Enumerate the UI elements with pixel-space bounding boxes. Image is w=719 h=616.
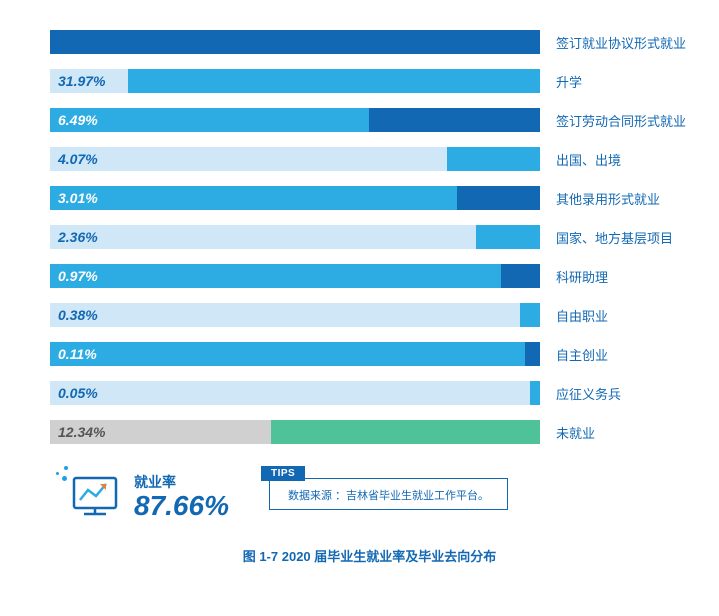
chart-row: 12.34% 未就业: [50, 420, 689, 444]
bar-fill: [447, 147, 540, 171]
category-label: 其他录用形式就业: [556, 189, 660, 208]
bar-percent-label: 6.49%: [58, 108, 98, 132]
chart-row: 4.07% 出国、出境: [50, 147, 689, 171]
bar-percent-label: 12.34%: [58, 420, 105, 444]
bar-container: 0.97%: [50, 264, 540, 288]
bar-background: [50, 225, 540, 249]
tips-box: TIPS 数据来源 ：吉林省毕业生就业工作平台。: [269, 478, 508, 510]
bar-background: [50, 303, 540, 327]
tips-text: 数据来源 ：吉林省毕业生就业工作平台。: [269, 478, 508, 510]
decorative-dots-icon: [56, 466, 68, 478]
bar-fill: [128, 69, 540, 93]
employment-distribution-chart: 38.26% 签订就业协议形式就业 31.97% 升学 6.49% 签订劳动合同形式就业 4…: [50, 30, 689, 444]
chart-row: 31.97% 升学: [50, 69, 689, 93]
tips-badge: TIPS: [261, 466, 305, 481]
bar-percent-label: 0.97%: [58, 264, 98, 288]
category-label: 国家、地方基层项目: [556, 228, 673, 247]
chart-row: 38.26% 签订就业协议形式就业: [50, 30, 689, 54]
chart-row: 3.01% 其他录用形式就业: [50, 186, 689, 210]
category-label: 签订就业协议形式就业: [556, 33, 686, 52]
employment-rate-block: 就业率 87.66%: [70, 472, 229, 520]
bar-fill: [530, 381, 540, 405]
bar-background: [50, 381, 540, 405]
bar-background: [50, 264, 540, 288]
category-label: 应征义务兵: [556, 384, 621, 403]
figure-caption: 图 1-7 2020 届毕业生就业率及毕业去向分布: [50, 546, 689, 565]
chart-row: 0.11% 自主创业: [50, 342, 689, 366]
bar-percent-label: 38.26%: [58, 30, 105, 54]
bar-container: 0.38%: [50, 303, 540, 327]
bar-fill: [520, 303, 540, 327]
bar-percent-label: 3.01%: [58, 186, 98, 210]
bar-container: 0.05%: [50, 381, 540, 405]
bar-fill: [501, 264, 540, 288]
bar-fill: [476, 225, 540, 249]
category-label: 升学: [556, 72, 582, 91]
bar-percent-label: 4.07%: [58, 147, 98, 171]
bar-percent-label: 31.97%: [58, 69, 105, 93]
bar-container: 38.26%: [50, 30, 540, 54]
bar-percent-label: 0.38%: [58, 303, 98, 327]
bar-percent-label: 0.05%: [58, 381, 98, 405]
bar-background: [50, 342, 540, 366]
bar-container: 12.34%: [50, 420, 540, 444]
chart-row: 0.38% 自由职业: [50, 303, 689, 327]
chart-row: 0.97% 科研助理: [50, 264, 689, 288]
bar-fill: [525, 342, 540, 366]
employment-rate-label: 就业率: [134, 472, 229, 492]
bar-container: 6.49%: [50, 108, 540, 132]
category-label: 自由职业: [556, 306, 608, 325]
chart-row: 0.05% 应征义务兵: [50, 381, 689, 405]
category-label: 科研助理: [556, 267, 608, 286]
bar-container: 0.11%: [50, 342, 540, 366]
chart-row: 2.36% 国家、地方基层项目: [50, 225, 689, 249]
bar-percent-label: 2.36%: [58, 225, 98, 249]
bar-fill: [271, 420, 541, 444]
footer: 就业率 87.66% TIPS 数据来源 ：吉林省毕业生就业工作平台。: [50, 472, 689, 520]
employment-rate-value: 87.66%: [134, 492, 229, 520]
chart-growth-icon: [70, 474, 120, 518]
category-label: 出国、出境: [556, 150, 621, 169]
bar-container: 2.36%: [50, 225, 540, 249]
chart-row: 6.49% 签订劳动合同形式就业: [50, 108, 689, 132]
bar-container: 4.07%: [50, 147, 540, 171]
category-label: 未就业: [556, 423, 595, 442]
category-label: 自主创业: [556, 345, 608, 364]
category-label: 签订劳动合同形式就业: [556, 111, 686, 130]
employment-rate-text: 就业率 87.66%: [134, 472, 229, 520]
bar-fill: [457, 186, 540, 210]
bar-container: 3.01%: [50, 186, 540, 210]
bar-fill: [50, 30, 540, 54]
bar-percent-label: 0.11%: [58, 342, 97, 366]
bar-fill: [369, 108, 541, 132]
bar-container: 31.97%: [50, 69, 540, 93]
